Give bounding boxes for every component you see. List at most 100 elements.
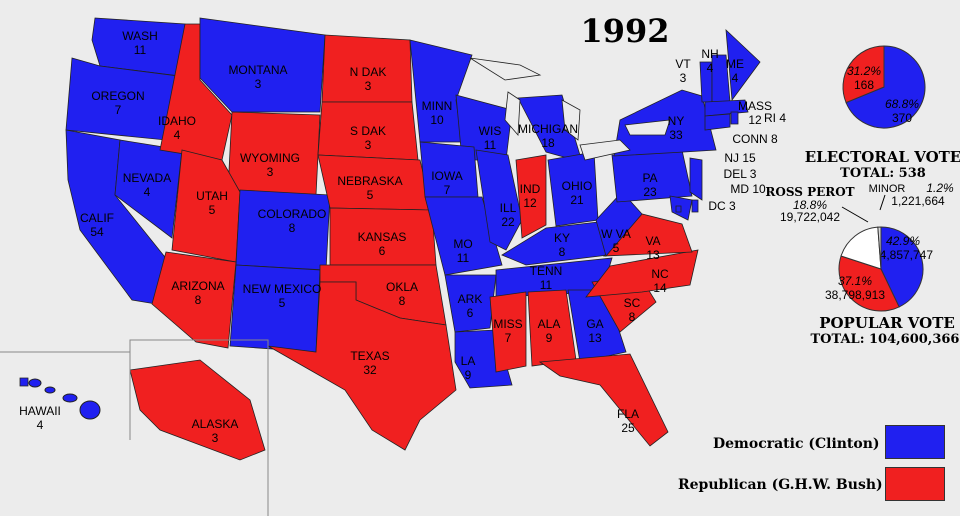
popular-value-d: 44,857,747 <box>873 248 933 262</box>
electoral-slice-r <box>842 45 885 104</box>
state-label-nh: NH <box>701 47 718 61</box>
state-ev-tenn: 11 <box>540 278 553 292</box>
lake <box>561 99 581 141</box>
state-ev-w-va: 5 <box>613 241 620 255</box>
state-ev-ill: 22 <box>501 215 515 229</box>
legend-republican-swatch <box>885 467 945 501</box>
state-label-calif: CALIF <box>80 211 114 225</box>
state-ev-okla: 8 <box>399 294 406 308</box>
state-ev-fla: 25 <box>621 421 635 435</box>
state-ev-ohio: 21 <box>570 193 584 207</box>
state-new-mexico <box>229 264 321 353</box>
state-label-ri: RI 4 <box>764 111 786 125</box>
popular-vote-heading: POPULAR VOTE <box>819 314 955 332</box>
state-ev-miss: 7 <box>505 331 512 345</box>
state-ev-new-mexico: 5 <box>279 296 286 310</box>
state-label-dc: DC 3 <box>708 199 736 213</box>
state-ev-texas: 32 <box>363 363 377 377</box>
state-label-idaho: IDAHO <box>158 114 196 128</box>
state-label-tenn: TENN <box>530 264 563 278</box>
state-label-arizona: ARIZONA <box>171 279 224 293</box>
lake <box>504 91 521 137</box>
state-label-va: VA <box>645 234 660 248</box>
popular-slice-m <box>877 226 882 270</box>
popular-slice-d <box>880 226 924 308</box>
state-ev-mo: 11 <box>457 251 470 265</box>
state-del <box>691 199 699 213</box>
state-label-montana: MONTANA <box>228 63 287 77</box>
state-ind <box>515 154 547 239</box>
lake <box>469 57 542 81</box>
state-ev-ky: 8 <box>559 245 566 259</box>
great-lakes <box>469 57 671 161</box>
state-ev-oregon: 7 <box>115 103 122 117</box>
hawaii-island <box>28 378 42 388</box>
state-label-ga: GA <box>586 317 603 331</box>
popular-vote-total: TOTAL: 104,600,366 <box>811 332 960 347</box>
minor-votes: 1,221,664 <box>891 194 945 208</box>
state-label-alaska: ALASKA <box>192 417 239 431</box>
popular-percent-r: 37.1% <box>838 274 872 288</box>
state-texas <box>267 281 457 451</box>
state-label-fla: FLA <box>617 407 639 421</box>
state-arizona <box>151 251 237 349</box>
hawaii-island <box>62 393 78 403</box>
electoral-percent-r: 31.2% <box>847 64 881 78</box>
state-ev-iowa: 7 <box>444 183 451 197</box>
legend-democratic-label: Democratic (Clinton) <box>713 436 880 452</box>
state-ev-minn: 10 <box>430 113 444 127</box>
state-label-ny: NY <box>668 114 685 128</box>
state-label-md: MD 10 <box>730 182 766 196</box>
state-label-w-va: W VA <box>601 227 631 241</box>
state-montana <box>199 17 326 113</box>
state-ev-utah: 5 <box>209 203 216 217</box>
state-label-wis: WIS <box>479 124 502 138</box>
state-label-wyoming: WYOMING <box>240 151 300 165</box>
state-label-iowa: IOWA <box>431 169 463 183</box>
state-ev-arizona: 8 <box>195 293 202 307</box>
minor-leader-line <box>879 194 886 211</box>
state-label-vt: VT <box>675 57 691 71</box>
state-ev-idaho: 4 <box>174 128 181 142</box>
minor-percent: 1.2% <box>926 181 954 195</box>
state-label-michigan: MICHIGAN <box>518 122 578 136</box>
state-miss <box>489 291 527 373</box>
state-ark <box>444 274 497 333</box>
state-ev-vt: 3 <box>680 71 687 85</box>
state-ev-va: 13 <box>646 248 660 262</box>
state-label-new-mexico: NEW MEXICO <box>243 282 322 296</box>
state-label-s-dak: S DAK <box>350 124 386 138</box>
state-alaska <box>129 359 266 461</box>
state-label-mass: MASS <box>738 99 772 113</box>
state-ev-pa: 23 <box>643 185 657 199</box>
state-label-pa: PA <box>642 171 657 185</box>
state-ri <box>730 111 739 125</box>
state-ev-alaska: 3 <box>212 431 219 445</box>
state-ev-kansas: 6 <box>379 244 386 258</box>
state-ev-ala: 9 <box>546 331 553 345</box>
state-colorado <box>235 189 331 271</box>
state-ev-michigan: 18 <box>541 136 555 150</box>
state-ev-nc: 14 <box>653 281 667 295</box>
state-ev-ind: 12 <box>523 196 537 210</box>
state-label-kansas: KANSAS <box>358 230 407 244</box>
perot-percent: 18.8% <box>793 198 827 212</box>
state-fla <box>538 353 669 447</box>
state-label-ill: ILL <box>500 201 517 215</box>
state-label-la: LA <box>461 354 476 368</box>
electoral-value-d: 370 <box>892 111 912 125</box>
state-ev-montana: 3 <box>255 77 262 91</box>
state-label-nj: NJ 15 <box>724 151 756 165</box>
electoral-slice-d <box>845 45 926 129</box>
minor-label: MINOR <box>869 183 906 195</box>
state-ev-wash: 11 <box>134 43 147 57</box>
state-label-texas: TEXAS <box>350 349 389 363</box>
state-nj <box>689 157 703 201</box>
popular-slice-r <box>838 255 900 312</box>
state-label-nebraska: NEBRASKA <box>337 174 402 188</box>
state-conn <box>704 113 731 131</box>
electoral-percent-d: 68.8% <box>885 97 919 111</box>
legend-republican-label: Republican (G.H.W. Bush) <box>678 477 883 493</box>
state-ev-s-dak: 3 <box>365 138 372 152</box>
